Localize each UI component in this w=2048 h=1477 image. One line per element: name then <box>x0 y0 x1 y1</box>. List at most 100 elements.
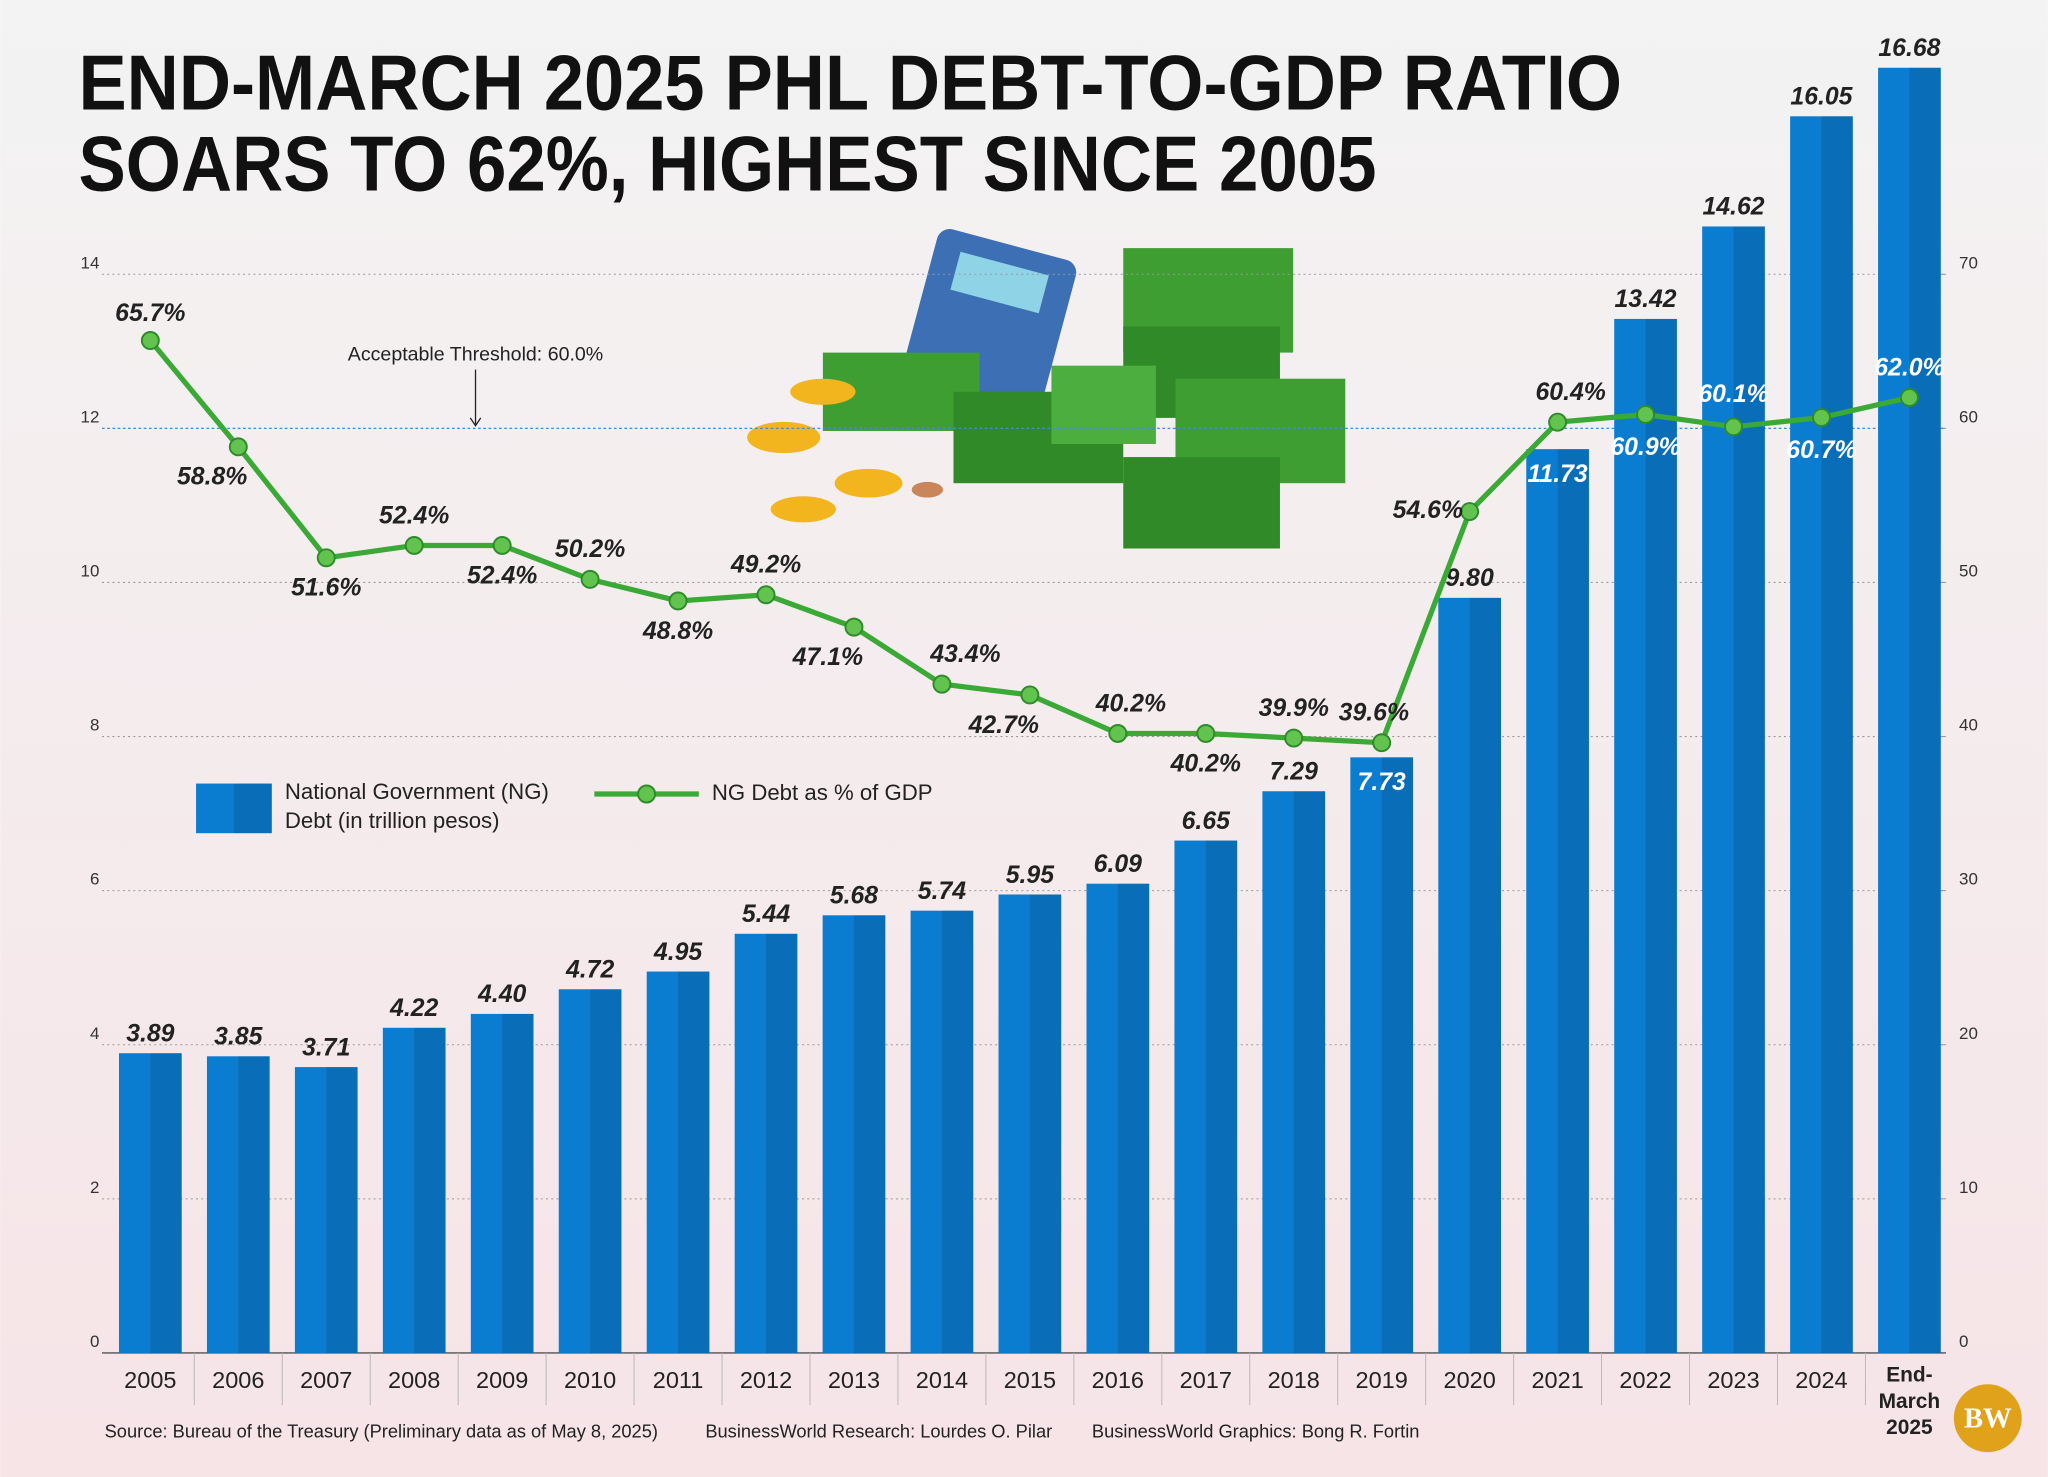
bar <box>1614 318 1677 1353</box>
x-tick-label: End-March 2025 <box>1878 1364 1941 1440</box>
bar-shade <box>1733 226 1765 1353</box>
line-value-label: 65.7% <box>115 300 185 327</box>
line-marker <box>492 535 512 555</box>
bar-value-label: 16.68 <box>1878 35 1940 62</box>
bar-shade <box>1117 883 1150 1353</box>
line-value-label: 48.8% <box>642 618 713 645</box>
bar-value-label: 7.29 <box>1270 759 1318 786</box>
bar-value-label: 6.09 <box>1094 851 1142 878</box>
line-value-label: 60.7% <box>1786 437 1856 464</box>
y-tick-label: 12 <box>81 407 100 426</box>
bar-shade <box>150 1053 182 1353</box>
bar-shade <box>1293 791 1326 1353</box>
line-value-label: 49.2% <box>730 552 801 579</box>
y-tick-label: 10 <box>81 561 100 580</box>
line-marker <box>1196 723 1216 743</box>
x-tick-label: 2013 <box>828 1367 880 1393</box>
bar-shade <box>1469 597 1501 1353</box>
bar-shade <box>941 910 974 1353</box>
legend-marker <box>637 784 657 804</box>
line-marker <box>1548 412 1568 432</box>
line-marker <box>1108 723 1128 743</box>
bar-shade <box>1029 894 1062 1353</box>
y-tick-label: 8 <box>90 716 99 735</box>
x-tick-label-text: End-March 2025 <box>1878 1364 1941 1440</box>
y2-tick-label: 30 <box>1959 870 1978 889</box>
line-marker <box>844 617 864 637</box>
bar-value-label: 13.42 <box>1615 286 1677 313</box>
bar <box>1790 116 1853 1353</box>
y2-tick-label: 10 <box>1959 1178 1978 1197</box>
x-tick-label: 2005 <box>124 1367 176 1393</box>
y2-tick-label: 60 <box>1959 407 1978 426</box>
bar-value-label: 4.95 <box>653 939 703 966</box>
line-value-label: 52.4% <box>379 502 449 529</box>
bar <box>1350 757 1414 1353</box>
bar <box>1526 449 1589 1353</box>
bar-shade <box>238 1056 270 1353</box>
bar <box>822 915 886 1353</box>
bar <box>558 989 622 1353</box>
x-tick-label: 2015 <box>1004 1367 1056 1393</box>
y2-tick-label: 50 <box>1959 561 1978 580</box>
bar-value-label: 14.62 <box>1702 194 1764 221</box>
bar-value-label: 5.44 <box>742 901 790 928</box>
bar-value-label: 7.73 <box>1358 769 1406 796</box>
chart-title: SOARS TO 62%, HIGHEST SINCE 2005 <box>79 119 1377 207</box>
x-tick-label: 2011 <box>653 1367 704 1393</box>
bar-shade <box>766 933 798 1353</box>
bar-shade <box>1381 757 1414 1353</box>
bar <box>1438 597 1501 1353</box>
threshold-arrowhead <box>469 417 482 427</box>
line-value-label: 40.2% <box>1095 690 1166 717</box>
x-tick-label: 2008 <box>388 1367 440 1393</box>
legend-swatch <box>196 783 272 834</box>
line-marker <box>580 569 600 589</box>
chart-title: END-MARCH 2025 PHL DEBT-TO-GDP RATIO <box>79 39 1623 127</box>
x-tick-label: 2010 <box>564 1367 616 1393</box>
bar-shade <box>1205 840 1238 1353</box>
y-tick-label: 14 <box>81 253 100 272</box>
line-marker <box>756 585 776 605</box>
bar-shade <box>414 1027 446 1353</box>
line-marker <box>1724 417 1743 437</box>
x-tick-label: 2017 <box>1180 1367 1232 1393</box>
line-marker <box>932 674 952 694</box>
bar <box>1878 67 1941 1353</box>
y-tick-label: 4 <box>90 1024 99 1043</box>
line-marker <box>1811 408 1831 428</box>
bar <box>118 1053 182 1353</box>
legend-label: NG Debt as % of GDP <box>712 780 933 805</box>
line-value-label: 54.6% <box>1393 497 1463 524</box>
y-tick-label: 0 <box>90 1332 99 1351</box>
x-tick-label: 2016 <box>1092 1367 1144 1393</box>
credit: BusinessWorld Research: Lourdes O. Pilar <box>705 1420 1052 1441</box>
x-tick-label: 2009 <box>476 1367 528 1393</box>
y-tick-label: 6 <box>90 870 99 889</box>
x-tick-label: 2006 <box>212 1367 264 1393</box>
line-value-label: 39.9% <box>1259 695 1329 722</box>
x-tick-label: 2014 <box>916 1367 968 1393</box>
line-marker <box>1284 728 1304 748</box>
x-tick-label: 2023 <box>1707 1367 1759 1393</box>
bar <box>998 894 1062 1353</box>
bar <box>910 910 974 1353</box>
line-marker <box>1372 733 1392 753</box>
bar-shade <box>1909 67 1941 1353</box>
bar <box>206 1056 270 1353</box>
bar-value-label: 11.73 <box>1527 461 1587 488</box>
bar <box>1702 226 1765 1353</box>
x-tick-label: 2019 <box>1356 1367 1408 1393</box>
x-tick-label: 2024 <box>1795 1367 1847 1393</box>
line-marker <box>140 331 160 350</box>
bar-shade <box>502 1013 534 1353</box>
bar <box>734 933 798 1353</box>
threshold-label: Acceptable Threshold: 60.0% <box>348 343 603 365</box>
line-marker <box>316 548 336 568</box>
credit: BusinessWorld Graphics: Bong R. Fortin <box>1092 1420 1420 1441</box>
bar-value-label: 3.89 <box>126 1020 174 1047</box>
bar <box>1174 840 1238 1353</box>
legend-swatch-shade <box>233 783 272 834</box>
bar-shade <box>326 1067 358 1353</box>
